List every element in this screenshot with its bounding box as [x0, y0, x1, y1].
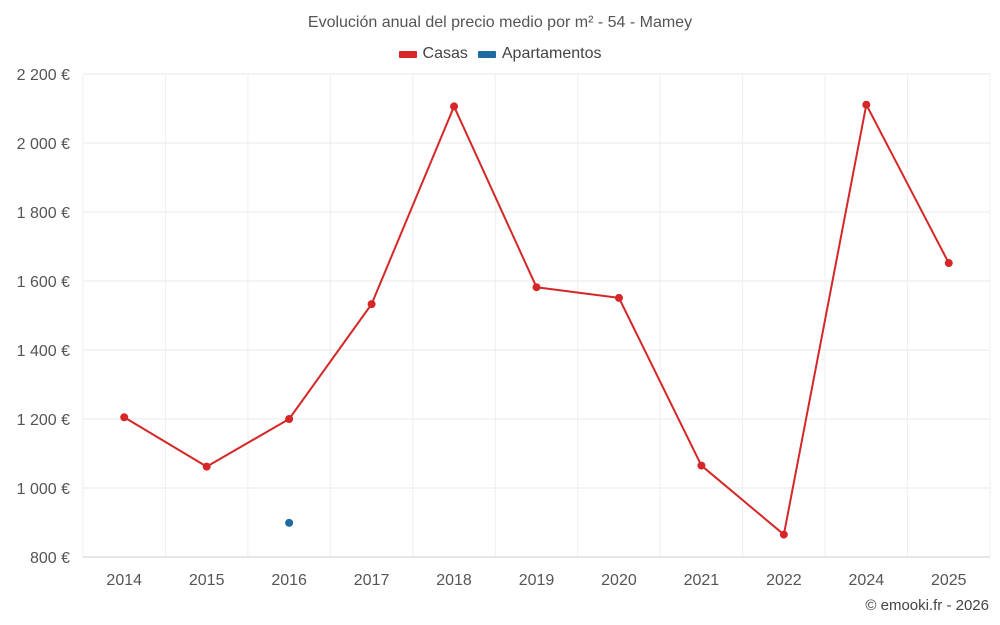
data-point-casas [779, 530, 788, 539]
chart-title: Evolución anual del precio medio por m² … [307, 14, 693, 31]
x-tick-label: 2021 [684, 572, 720, 589]
y-tick-label: 1 600 € [17, 274, 70, 291]
x-tick-label: 2015 [189, 572, 225, 589]
legend: Casas Apartamentos [0, 45, 1000, 63]
y-tick-label: 800 € [30, 550, 70, 567]
y-tick-label: 1 800 € [17, 205, 70, 222]
data-point-casas [120, 413, 129, 422]
legend-swatch-casas [398, 50, 417, 58]
x-tick-label: 2024 [849, 572, 885, 589]
data-point-casas [285, 415, 294, 423]
y-tick-label: 2 200 € [17, 67, 70, 84]
x-tick-label: 2018 [436, 572, 472, 589]
data-point-casas [944, 259, 953, 268]
x-tick-label: 2016 [271, 572, 307, 589]
x-tick-label: 2014 [106, 572, 142, 589]
data-point-casas [367, 300, 376, 309]
y-tick-label: 1 200 € [17, 412, 70, 429]
data-point-casas [202, 462, 211, 471]
legend-item-apartamentos[interactable]: Apartamentos [477, 45, 602, 63]
data-point-casas [614, 293, 623, 302]
x-tick-label: 2025 [931, 572, 967, 589]
y-tick-label: 1 000 € [17, 481, 70, 498]
legend-item-casas[interactable]: Casas [398, 45, 468, 63]
y-tick-label: 2 000 € [17, 136, 70, 153]
data-point-casas [450, 102, 459, 111]
y-tick-label: 1 400 € [17, 343, 70, 360]
legend-label-apartamentos: Apartamentos [501, 45, 602, 62]
data-point-casas [697, 461, 706, 470]
data-point-apartamentos [285, 518, 294, 527]
x-tick-label: 2019 [519, 572, 555, 589]
data-point-casas [862, 100, 871, 109]
credit-text: © emooki.fr - 2026 [865, 597, 989, 614]
x-tick-label: 2020 [601, 572, 637, 589]
legend-label-casas: Casas [422, 45, 468, 62]
data-point-casas [532, 283, 541, 292]
x-tick-label: 2022 [766, 572, 802, 589]
x-tick-label: 2017 [354, 572, 390, 589]
legend-swatch-apartamentos [477, 50, 496, 58]
